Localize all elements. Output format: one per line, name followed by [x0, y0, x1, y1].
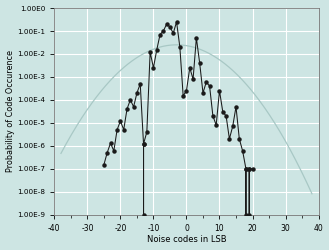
Y-axis label: Probability of Code Occurence: Probability of Code Occurence — [6, 50, 14, 172]
X-axis label: Noise codes in LSB: Noise codes in LSB — [147, 236, 226, 244]
